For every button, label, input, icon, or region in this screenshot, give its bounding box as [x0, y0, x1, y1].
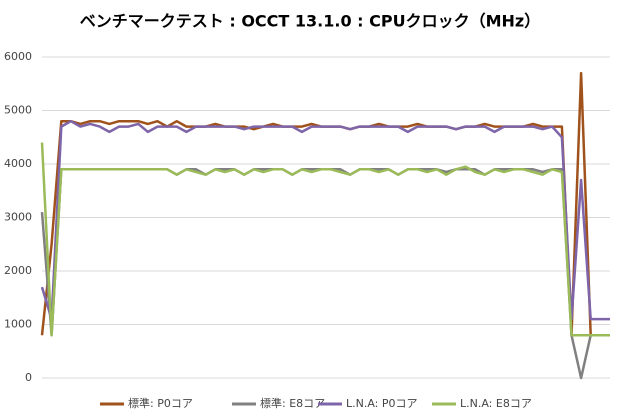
- legend-label: L.N.A: P0コア: [346, 397, 418, 410]
- series-line: [40, 142, 610, 337]
- legend-label: 標準: P0コア: [128, 396, 193, 410]
- y-tick-label: 1000: [4, 318, 32, 331]
- legend-label: 標準: E8コア: [260, 396, 325, 410]
- series-line: [40, 71, 610, 337]
- legend-label: L.N.A: E8コア: [460, 397, 532, 410]
- y-tick-label: 6000: [4, 50, 32, 63]
- y-tick-label: 0: [25, 371, 32, 384]
- series-line: [40, 119, 610, 321]
- y-tick-label: 4000: [4, 157, 32, 170]
- y-tick-label: 5000: [4, 104, 32, 117]
- chart-title: ベンチマークテスト : OCCT 13.1.0 : CPUクロック（MHz）: [80, 12, 540, 31]
- y-tick-label: 2000: [4, 264, 32, 277]
- series-line: [40, 168, 610, 380]
- y-tick-label: 3000: [4, 211, 32, 224]
